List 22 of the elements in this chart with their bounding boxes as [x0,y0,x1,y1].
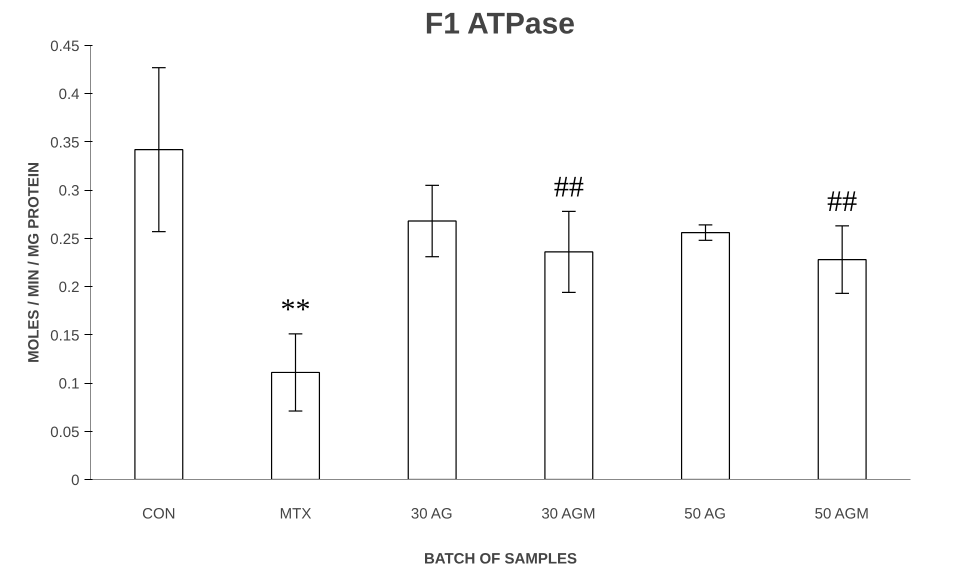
annotation: ## [554,170,584,204]
x-axis-title: BATCH OF SAMPLES [424,550,578,568]
annotation: ** [280,292,310,326]
y-tick-label: 0.35 [50,134,80,152]
x-tick-label: CON [142,506,176,522]
x-tick-label: 30 AGM [541,506,596,522]
y-tick-label: 0.45 [50,38,80,55]
y-tick-label: 0.3 [58,182,80,200]
x-tick-label: 50 AG [684,506,726,522]
y-tick-label: 0.15 [50,327,80,344]
y-tick-label: 0.05 [50,424,80,441]
y-tick-label: 0.25 [50,230,80,248]
x-tick-label: MTX [280,506,312,522]
y-axis-title: MOLES / MIN / MG PROTEIN [25,162,42,363]
y-tick-label: 0.1 [58,376,80,393]
chart-title: F1 ATPase [424,8,575,40]
x-tick-label: 30 AG [410,506,453,522]
y-tick-label: 0 [71,472,80,489]
y-tick-label: 0.2 [58,279,80,296]
y-tick-label: 0.4 [58,86,80,104]
x-tick-label: 50 AGM [814,506,869,522]
annotation: ## [827,184,858,218]
